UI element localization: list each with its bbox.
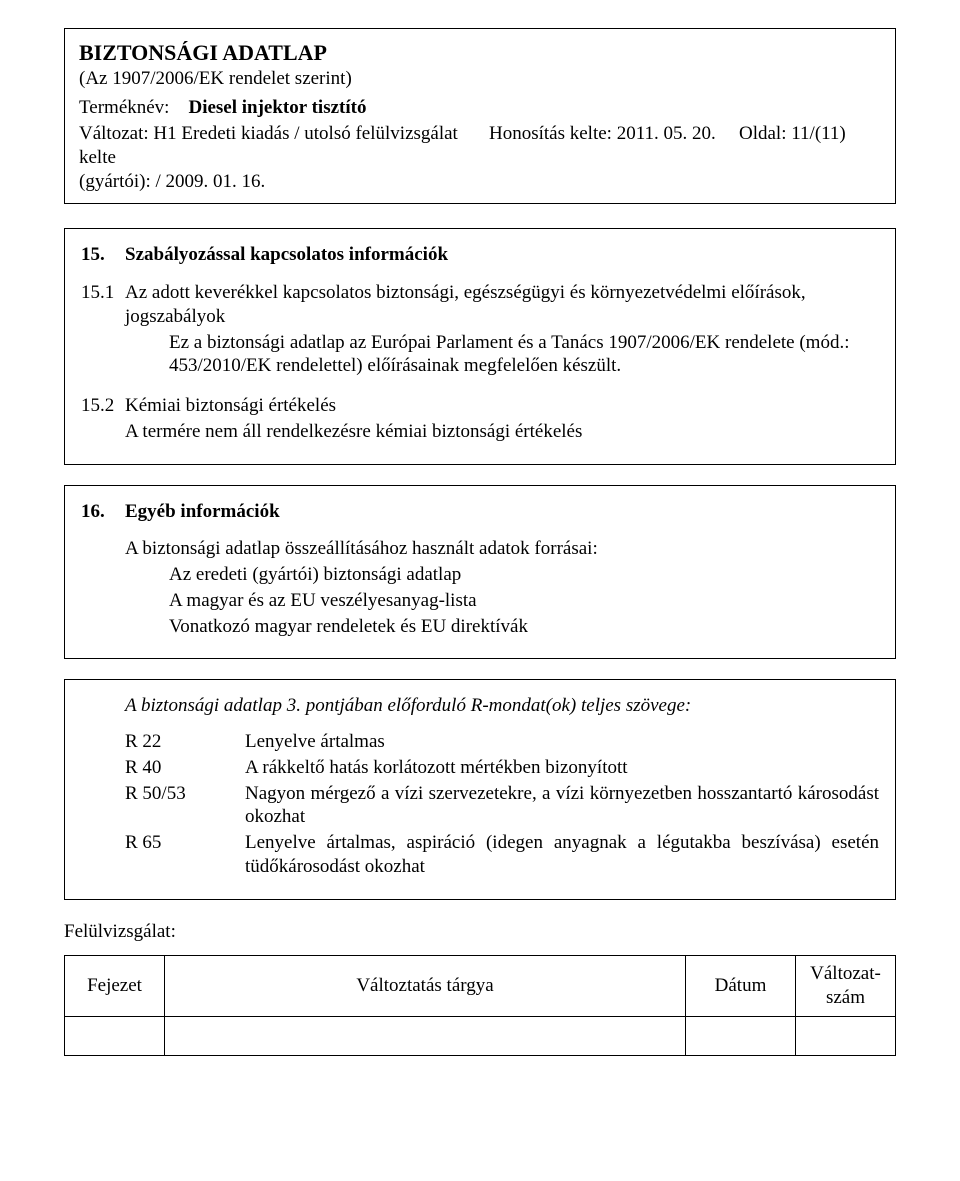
col-datum: Dátum: [686, 956, 796, 1017]
cell: [686, 1016, 796, 1055]
source-item: A magyar és az EU veszélyesanyag-lista: [169, 589, 879, 613]
col-valtozatszam: Változat-szám: [796, 956, 896, 1017]
document-header: BIZTONSÁGI ADATLAP (Az 1907/2006/EK rend…: [64, 28, 896, 204]
r-row: R 65 Lenyelve ártalmas, aspiráció (idege…: [125, 831, 879, 879]
review-table: Fejezet Változtatás tárgya Dátum Változa…: [64, 955, 896, 1056]
page-number: Oldal: 11/(11): [739, 122, 881, 146]
cell: [796, 1016, 896, 1055]
cell: [65, 1016, 165, 1055]
source-item: Vonatkozó magyar rendeletek és EU direkt…: [169, 615, 879, 639]
section-16-body: A biztonsági adatlap összeállításához ha…: [81, 537, 879, 638]
r-code: R 65: [125, 831, 245, 855]
section-16-title: Egyéb információk: [125, 500, 280, 524]
sources-list: Az eredeti (gyártói) biztonsági adatlap …: [125, 563, 879, 638]
source-item: Az eredeti (gyártói) biztonsági adatlap: [169, 563, 879, 587]
table-row: [65, 1016, 896, 1055]
r-row: R 40 A rákkeltő hatás korlátozott mérték…: [125, 756, 879, 780]
section-15-1-text: Ez a biztonsági adatlap az Európai Parla…: [125, 331, 879, 379]
r-code: R 22: [125, 730, 245, 754]
section-15-2-text: A termére nem áll rendelkezésre kémiai b…: [125, 420, 879, 444]
variant-line2: (gyártói): / 2009. 01. 16.: [79, 170, 489, 194]
r-text: Nagyon mérgező a vízi szervezetekre, a v…: [245, 782, 879, 830]
r-code: R 40: [125, 756, 245, 780]
sources-intro: A biztonsági adatlap összeállításához ha…: [125, 537, 879, 561]
section-15-2-body: Kémiai biztonsági értékelés A termére ne…: [125, 394, 879, 446]
doc-subtitle: (Az 1907/2006/EK rendelet szerint): [79, 67, 881, 91]
section-16: 16. Egyéb információk A biztonsági adatl…: [64, 485, 896, 660]
r-row: R 50/53 Nagyon mérgező a vízi szervezete…: [125, 782, 879, 830]
section-15-num: 15.: [81, 243, 125, 267]
section-15-title: Szabályozással kapcsolatos információk: [125, 243, 448, 267]
header-meta-row: Változat: H1 Eredeti kiadás / utolsó fel…: [79, 122, 881, 193]
section-15-1: 15.1 Az adott keverékkel kapcsolatos biz…: [81, 281, 879, 380]
r-text: Lenyelve ártalmas, aspiráció (idegen any…: [245, 831, 879, 879]
review-label: Felülvizsgálat:: [64, 920, 896, 944]
product-name: Diesel injektor tisztító: [188, 97, 366, 118]
section-16-heading: 16. Egyéb információk: [81, 500, 879, 524]
r-phrases-list: R 22 Lenyelve ártalmas R 40 A rákkeltő h…: [81, 730, 879, 879]
r-code: R 50/53: [125, 782, 245, 806]
col-fejezet: Fejezet: [65, 956, 165, 1017]
section-15-2-title: Kémiai biztonsági értékelés: [125, 394, 879, 418]
r-phrases-box: A biztonsági adatlap 3. pontjában előfor…: [64, 679, 896, 899]
section-15: 15. Szabályozással kapcsolatos informáci…: [64, 228, 896, 464]
page: BIZTONSÁGI ADATLAP (Az 1907/2006/EK rend…: [0, 0, 960, 1181]
section-15-1-title: Az adott keverékkel kapcsolatos biztonsá…: [125, 281, 879, 329]
section-15-2-num: 15.2: [81, 394, 125, 446]
r-row: R 22 Lenyelve ártalmas: [125, 730, 879, 754]
r-intro: A biztonsági adatlap 3. pontjában előfor…: [81, 694, 879, 718]
table-header-row: Fejezet Változtatás tárgya Dátum Változa…: [65, 956, 896, 1017]
doc-title: BIZTONSÁGI ADATLAP: [79, 39, 881, 67]
section-15-2: 15.2 Kémiai biztonsági értékelés A termé…: [81, 394, 879, 446]
variant-line1: Változat: H1 Eredeti kiadás / utolsó fel…: [79, 122, 489, 170]
section-15-heading: 15. Szabályozással kapcsolatos informáci…: [81, 243, 879, 267]
section-15-1-num: 15.1: [81, 281, 125, 380]
variant-block: Változat: H1 Eredeti kiadás / utolsó fel…: [79, 122, 489, 193]
cell: [165, 1016, 686, 1055]
product-line: Terméknév: Diesel injektor tisztító: [79, 96, 881, 120]
r-text: A rákkeltő hatás korlátozott mértékben b…: [245, 756, 879, 780]
product-label: Terméknév:: [79, 97, 169, 118]
r-text: Lenyelve ártalmas: [245, 730, 879, 754]
honositas: Honosítás kelte: 2011. 05. 20.: [489, 122, 739, 146]
section-16-num: 16.: [81, 500, 125, 524]
col-valtoztatas: Változtatás tárgya: [165, 956, 686, 1017]
section-15-1-body: Az adott keverékkel kapcsolatos biztonsá…: [125, 281, 879, 380]
